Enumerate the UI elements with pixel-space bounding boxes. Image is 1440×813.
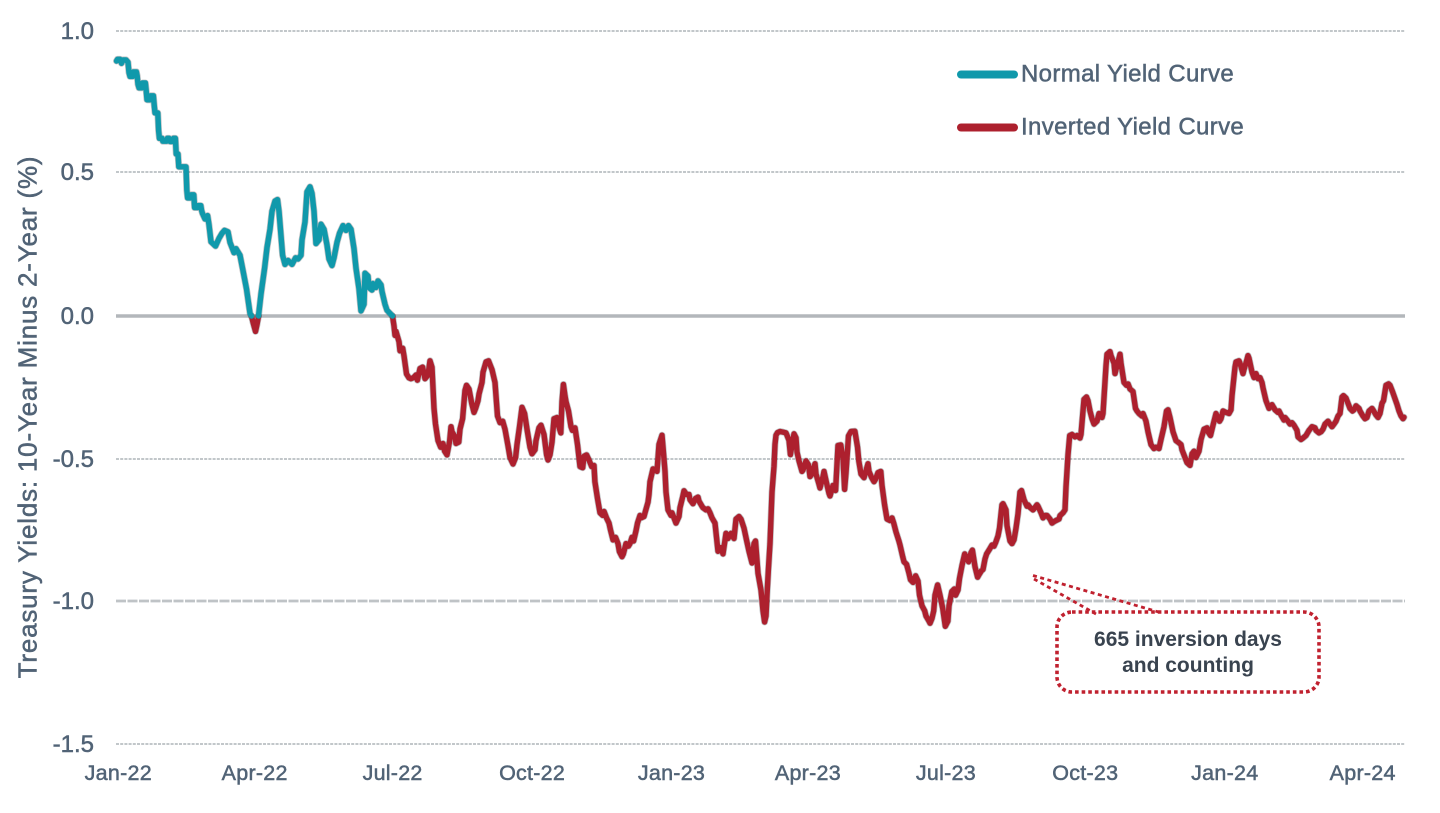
svg-text:665 inversion days: 665 inversion days [1094, 628, 1282, 651]
svg-text:Normal Yield Curve: Normal Yield Curve [1021, 61, 1234, 88]
svg-text:Jan-23: Jan-23 [638, 761, 705, 785]
svg-text:0.5: 0.5 [61, 159, 94, 186]
svg-text:Oct-22: Oct-22 [499, 761, 565, 785]
svg-text:-1.0: -1.0 [53, 588, 94, 615]
svg-text:Apr-24: Apr-24 [1330, 761, 1396, 785]
svg-text:Jul-23: Jul-23 [916, 761, 976, 785]
svg-text:Apr-23: Apr-23 [775, 761, 841, 785]
svg-text:Treasury Yields: 10-Year Minus: Treasury Yields: 10-Year Minus 2-Year (%… [13, 156, 43, 679]
svg-text:-1.5: -1.5 [53, 731, 94, 758]
svg-text:Oct-23: Oct-23 [1052, 761, 1118, 785]
svg-text:-0.5: -0.5 [53, 446, 94, 473]
svg-text:Jan-24: Jan-24 [1191, 761, 1258, 785]
svg-text:and counting: and counting [1122, 654, 1254, 677]
svg-text:Apr-22: Apr-22 [222, 761, 288, 785]
svg-text:Inverted Yield Curve: Inverted Yield Curve [1021, 114, 1244, 141]
svg-text:Jan-22: Jan-22 [85, 761, 152, 785]
svg-text:1.0: 1.0 [61, 18, 94, 45]
svg-text:Jul-22: Jul-22 [363, 761, 423, 785]
svg-text:0.0: 0.0 [61, 303, 94, 330]
